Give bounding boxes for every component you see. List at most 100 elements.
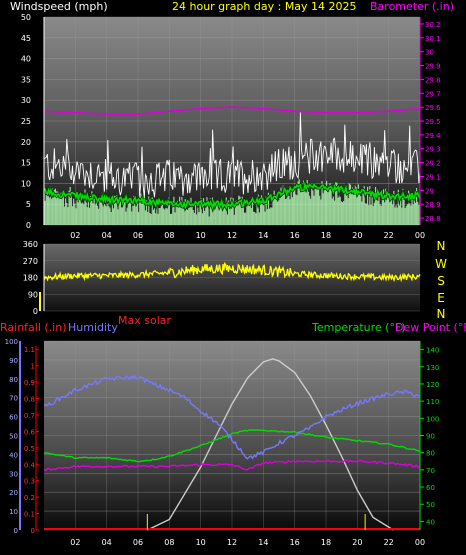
humidity-title: Humidity bbox=[68, 321, 118, 334]
y-tick-label: 0.7 bbox=[24, 412, 35, 420]
y-tick-label: 60 bbox=[9, 414, 18, 422]
barometer-series bbox=[43, 106, 421, 115]
x-tick-label: 04 bbox=[102, 231, 112, 240]
wind-direction-line bbox=[43, 261, 421, 283]
windspeed-title: Windspeed (mph) bbox=[10, 0, 108, 13]
y-tick-label: 35 bbox=[21, 75, 31, 84]
x-tick-label: 14 bbox=[258, 538, 268, 547]
y-tick-label: 5 bbox=[26, 200, 31, 209]
compass-label: N bbox=[437, 307, 446, 321]
x-tick-label: 18 bbox=[321, 231, 331, 240]
compass-label: S bbox=[437, 274, 445, 288]
direction-axes: 0 90 180 270 360 bbox=[23, 240, 45, 316]
y-tick-label: 0.6 bbox=[24, 428, 36, 436]
x-tick-label: 12 bbox=[227, 538, 237, 547]
compass-label: W bbox=[435, 257, 447, 271]
y-tick-label: 30 bbox=[425, 49, 434, 57]
y-tick-label: 29.8 bbox=[425, 76, 441, 84]
y-tick-label: 50 bbox=[9, 433, 18, 441]
y-tick-label: 0 bbox=[33, 307, 38, 316]
x-tick-label: 22 bbox=[384, 538, 394, 547]
dew-point-series bbox=[43, 459, 420, 472]
x-tick-label: 08 bbox=[164, 538, 174, 547]
x-tick-label: 04 bbox=[102, 538, 112, 547]
y-tick-label: 30 bbox=[9, 470, 18, 478]
y-tick-label: 29.1 bbox=[425, 173, 441, 181]
y-tick-label: 110 bbox=[426, 398, 439, 406]
compass-labels: N W S E N bbox=[435, 239, 447, 321]
y-tick-label: 25 bbox=[21, 117, 31, 126]
y-tick-label: 29.2 bbox=[425, 160, 441, 168]
x-tick-label: 16 bbox=[290, 231, 300, 240]
x-tick-label: 10 bbox=[196, 538, 206, 547]
y-tick-label: 0 bbox=[26, 221, 31, 230]
max-solar-title: Max solar bbox=[118, 314, 171, 327]
y-tick-label: 120 bbox=[426, 381, 439, 389]
y-tick-label: 30.1 bbox=[425, 35, 441, 43]
y-tick-label: 0.3 bbox=[24, 478, 35, 486]
y-tick-label: 40 bbox=[426, 518, 435, 526]
y-tick-label: 29.9 bbox=[425, 63, 441, 71]
y-tick-label: 30.2 bbox=[425, 21, 441, 29]
y-tick-label: 29.3 bbox=[425, 146, 441, 154]
y-tick-label: 50 bbox=[21, 13, 31, 22]
temperature-axes: 010203040506070809010000.10.20.30.40.50.… bbox=[5, 338, 440, 547]
y-tick-label: 15 bbox=[21, 159, 31, 168]
x-tick-label: 16 bbox=[290, 538, 300, 547]
y-tick-label: 40 bbox=[9, 451, 18, 459]
x-tick-label: 06 bbox=[133, 231, 143, 240]
y-tick-label: 29 bbox=[425, 187, 434, 195]
x-tick-label: 18 bbox=[321, 538, 331, 547]
x-tick-label: 22 bbox=[384, 231, 394, 240]
compass-label: N bbox=[437, 239, 446, 253]
y-tick-label: 0 bbox=[31, 527, 35, 535]
humidity-line bbox=[43, 374, 421, 460]
y-tick-label: 10 bbox=[9, 508, 18, 516]
y-tick-label: 0.8 bbox=[24, 396, 35, 404]
y-tick-label: 40 bbox=[21, 55, 31, 64]
y-tick-label: 0.2 bbox=[24, 494, 35, 502]
y-tick-label: 0.9 bbox=[24, 379, 35, 387]
y-tick-label: 70 bbox=[9, 395, 18, 403]
y-tick-label: 0.4 bbox=[24, 461, 36, 469]
y-tick-label: 0.5 bbox=[24, 445, 35, 453]
y-tick-label: 100 bbox=[426, 415, 439, 423]
barometer-title: Barometer (.in) bbox=[370, 0, 454, 13]
y-tick-label: 45 bbox=[21, 34, 31, 43]
y-tick-label: 28.8 bbox=[425, 215, 441, 223]
temperature-series bbox=[43, 428, 421, 463]
graph-title: 24 hour graph day : May 14 2025 bbox=[172, 0, 357, 13]
wind-direction-series bbox=[43, 261, 421, 283]
y-tick-label: 50 bbox=[426, 501, 435, 509]
x-tick-label: 14 bbox=[258, 231, 268, 240]
x-tick-label: 10 bbox=[196, 231, 206, 240]
x-tick-label: 02 bbox=[70, 538, 80, 547]
y-tick-label: 29.6 bbox=[425, 104, 441, 112]
y-tick-label: 90 bbox=[9, 357, 18, 365]
barometer-line bbox=[43, 106, 421, 115]
y-tick-label: 1 bbox=[31, 363, 35, 371]
y-tick-label: 1.1 bbox=[24, 346, 35, 354]
wind-gust-series bbox=[43, 112, 421, 199]
wind-gust-line bbox=[43, 112, 421, 199]
y-tick-label: 100 bbox=[5, 338, 18, 346]
y-tick-label: 80 bbox=[426, 450, 435, 458]
x-tick-label: 00 bbox=[415, 538, 425, 547]
y-tick-label: 20 bbox=[9, 489, 18, 497]
wind-average-series bbox=[42, 178, 422, 214]
max-solar-line bbox=[147, 358, 394, 531]
wind-average-line bbox=[43, 181, 421, 211]
y-tick-label: 0 bbox=[14, 527, 18, 535]
x-tick-label: 20 bbox=[352, 538, 362, 547]
y-tick-label: 270 bbox=[23, 257, 38, 266]
x-tick-label: 08 bbox=[164, 231, 174, 240]
x-tick-label: 12 bbox=[227, 231, 237, 240]
y-tick-label: 28.9 bbox=[425, 201, 441, 209]
dew-point-line bbox=[43, 459, 420, 472]
temperature-line bbox=[43, 428, 421, 463]
y-tick-label: 29.7 bbox=[425, 90, 441, 98]
temperature-title: Temperature (°F) bbox=[311, 321, 406, 334]
y-tick-label: 29.5 bbox=[425, 118, 441, 126]
x-tick-label: 20 bbox=[352, 231, 362, 240]
